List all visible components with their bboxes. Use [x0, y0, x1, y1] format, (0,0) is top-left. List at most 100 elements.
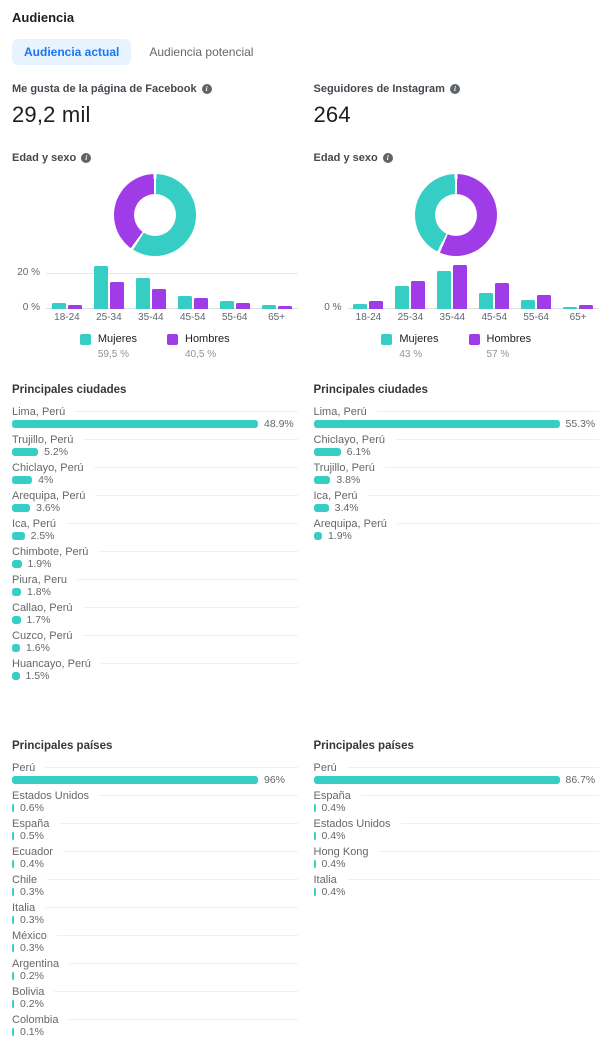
- bar-mujeres-25-34: [395, 286, 410, 309]
- item-bar: [313, 448, 341, 456]
- item-bar: [12, 860, 14, 868]
- metric-label: Seguidores de Instagram: [313, 83, 445, 95]
- item-label: Ica, Perú: [313, 489, 358, 502]
- leader-line: [45, 907, 298, 908]
- item-percentage: 0.3%: [20, 886, 44, 898]
- bar-group-65+: [256, 263, 298, 309]
- top-cities-title: Principales ciudades: [12, 384, 127, 396]
- item-percentage: 0.4%: [20, 858, 44, 870]
- leader-line: [56, 935, 298, 936]
- metric-label-row: Me gusta de la página de Facebook i: [12, 83, 298, 95]
- item-percentage: 0.2%: [20, 970, 44, 982]
- age-gender-section: Edad y sexo i 20 % 0 % 18-24 25-34 35-44 45-54 5…: [12, 152, 298, 360]
- item-percentage: 1.9%: [327, 530, 352, 542]
- bar-group-18-24: [348, 263, 390, 309]
- list-item: Callao, Perú 1.7%: [12, 601, 298, 626]
- tab-audiencia-actual[interactable]: Audiencia actual: [12, 39, 132, 65]
- bar-mujeres-65+: [261, 305, 276, 309]
- item-percentage: 0.3%: [20, 942, 44, 954]
- bar-hombres-25-34: [411, 280, 426, 309]
- x-axis-label: 45-54: [481, 312, 508, 323]
- item-percentage: 0.4%: [321, 830, 346, 842]
- leader-line: [346, 767, 599, 768]
- info-icon[interactable]: i: [81, 153, 92, 163]
- leader-line: [395, 439, 599, 440]
- list-item: Chiclayo, Perú 6.1%: [313, 433, 599, 458]
- list-item: México 0.3%: [12, 929, 298, 954]
- bar-groups: [46, 263, 298, 309]
- item-bar: [313, 804, 316, 812]
- top-cities-list: Lima, Perú 48.9% Trujillo, Perú 5.2% Chiclay…: [12, 405, 298, 682]
- item-percentage: 1.6%: [26, 642, 50, 654]
- info-icon[interactable]: i: [201, 84, 212, 94]
- bar-hombres-45-54: [495, 282, 510, 309]
- list-item: Perú 86.7%: [313, 761, 599, 786]
- item-label: Lima, Perú: [313, 405, 367, 418]
- legend-swatch: [79, 334, 91, 345]
- info-icon[interactable]: i: [382, 153, 393, 163]
- age-gender-section: Edad y sexo i 0 % 18-24 25-34 35-44 45-54 55-64…: [314, 152, 600, 360]
- item-bar-row: 0.1%: [12, 1026, 298, 1038]
- item-percentage: 55.3%: [565, 418, 596, 430]
- age-gender-bar-chart: 0 % 18-24 25-34 35-44 45-54 55-64 65+: [314, 263, 599, 323]
- item-label-row: Perú: [12, 761, 298, 774]
- list-item: Ica, Perú 2.5%: [12, 517, 298, 542]
- leader-line: [384, 467, 599, 468]
- item-bar-row: 3.6%: [12, 502, 298, 514]
- leader-line: [68, 1019, 298, 1020]
- gridline: [46, 308, 298, 309]
- legend-name: Hombres: [486, 333, 532, 345]
- audience-column-facebook: Me gusta de la página de Facebook i 29,2 m…: [12, 67, 298, 1041]
- item-bar-row: 96%: [12, 774, 298, 786]
- leader-line: [99, 795, 298, 796]
- bar-chart-plot: 20 % 0 %: [17, 263, 298, 313]
- item-bar: [12, 420, 258, 428]
- item-bar-row: 5.2%: [12, 446, 298, 458]
- leader-line: [360, 795, 599, 796]
- item-bar: [313, 420, 560, 428]
- leader-line: [62, 851, 298, 852]
- item-bar: [12, 888, 14, 896]
- x-axis-label: 25-34: [397, 312, 424, 323]
- item-bar-row: 0.5%: [12, 830, 298, 842]
- item-bar-row: 0.6%: [12, 802, 298, 814]
- list-item: Ecuador 0.4%: [12, 845, 298, 870]
- leader-line: [47, 879, 298, 880]
- item-bar: [313, 888, 316, 896]
- item-label-row: Chiclayo, Perú: [314, 433, 599, 446]
- x-axis-label: 55-64: [221, 312, 248, 323]
- item-label-row: España: [12, 817, 298, 830]
- list-item: Argentina 0.2%: [12, 957, 298, 982]
- item-label: Argentina: [12, 957, 60, 970]
- y-axis-tick-label: 0 %: [324, 302, 342, 313]
- leader-line: [95, 495, 298, 496]
- bar-hombres-65+: [579, 304, 594, 309]
- legend-swatch: [468, 334, 480, 345]
- bar-mujeres-18-24: [51, 302, 66, 309]
- item-label-row: Estados Unidos: [314, 817, 599, 830]
- legend-pct: 59,5 %: [97, 349, 130, 360]
- bar-hombres-35-44: [151, 288, 166, 309]
- item-bar: [313, 860, 316, 868]
- item-bar-row: 1.8%: [12, 586, 298, 598]
- item-percentage: 0.5%: [20, 830, 44, 842]
- item-label: Hong Kong: [313, 845, 369, 858]
- list-item: España 0.5%: [12, 817, 298, 842]
- list-item: Perú 96%: [12, 761, 298, 786]
- item-label: Callao, Perú: [12, 601, 73, 614]
- bar-hombres-55-64: [235, 302, 250, 309]
- item-bar-row: 55.3%: [313, 418, 600, 430]
- item-label: Italia: [12, 901, 36, 914]
- item-label-row: Ecuador: [12, 845, 298, 858]
- item-percentage: 6.1%: [346, 446, 371, 458]
- item-label: México: [12, 929, 47, 942]
- tab-audiencia-potencial[interactable]: Audiencia potencial: [137, 39, 265, 65]
- legend-item-hombres: Hombres 57 %: [468, 333, 532, 360]
- item-percentage: 0.6%: [20, 802, 44, 814]
- item-bar-row: 0.3%: [12, 914, 298, 926]
- item-label: Chile: [12, 873, 38, 886]
- info-icon[interactable]: i: [449, 84, 460, 94]
- chart-legend: Mujeres 43 % Hombres 57 %: [314, 333, 600, 360]
- bar-hombres-45-54: [193, 297, 208, 309]
- x-axis-label: 18-24: [54, 312, 80, 323]
